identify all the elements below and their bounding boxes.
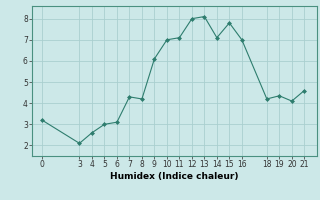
X-axis label: Humidex (Indice chaleur): Humidex (Indice chaleur) (110, 172, 239, 181)
